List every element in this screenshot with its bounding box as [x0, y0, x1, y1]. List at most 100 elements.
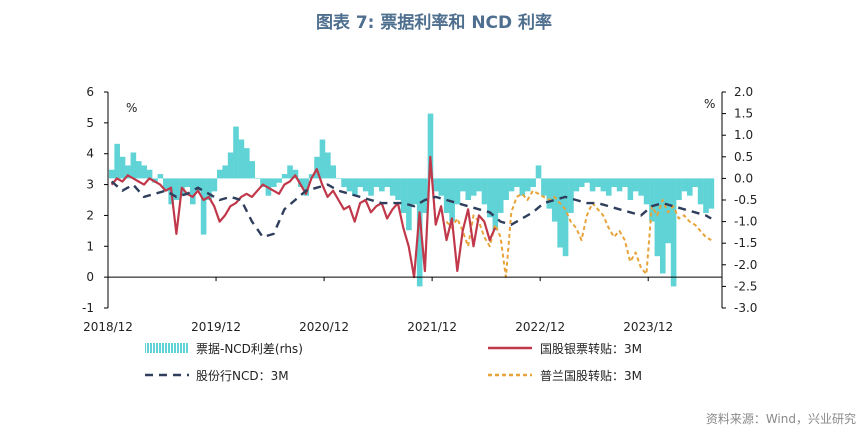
spread-bar — [233, 126, 239, 179]
spread-bar — [470, 178, 477, 196]
right-tick-label: -2.5 — [734, 279, 757, 293]
spread-bar — [449, 178, 455, 222]
spread-bar — [562, 178, 569, 257]
legend-label-gg: 国股银票转贴：3M — [540, 341, 642, 356]
spread-bar — [287, 165, 293, 179]
spread-bar — [438, 178, 445, 196]
right-tick-label: 1.5 — [734, 107, 753, 121]
spread-bar — [157, 174, 164, 179]
spread-bar — [416, 178, 423, 287]
spread-bar — [514, 178, 520, 188]
x-tick-label: 2019/12 — [191, 320, 241, 334]
spread-bar — [443, 178, 450, 213]
spread-bar — [492, 178, 499, 231]
spread-bar — [346, 178, 353, 192]
spread-bar — [368, 178, 374, 196]
series-gg-line — [110, 155, 497, 279]
right-tick-label: -2.0 — [734, 258, 757, 272]
spread-bar — [319, 139, 326, 179]
spread-bar — [433, 178, 439, 192]
spread-bar — [119, 156, 126, 179]
left-tick-label: 1 — [86, 239, 94, 253]
spread-bar — [497, 178, 504, 213]
spread-bar — [141, 165, 147, 179]
right-tick-label: 0.5 — [734, 150, 753, 164]
x-tick-label: 2020/12 — [299, 320, 349, 334]
spread-bar — [292, 169, 299, 179]
spread-bar — [465, 178, 472, 200]
spread-bar — [271, 178, 277, 188]
right-tick-label: 0.0 — [734, 171, 753, 185]
spread-bar — [200, 178, 207, 235]
spread-bar — [114, 143, 120, 179]
spread-bar — [162, 178, 169, 192]
spread-bar — [227, 152, 234, 179]
spread-bar — [184, 178, 191, 188]
spread-bar — [222, 165, 229, 179]
series-pl-line — [445, 189, 712, 279]
spread-bar — [125, 165, 131, 179]
spread-bar — [616, 178, 623, 192]
spread-bar — [519, 178, 526, 196]
source-note: 资料来源：Wind，兴业研究 — [705, 412, 856, 426]
x-tick-label: 2023/12 — [623, 320, 673, 334]
spread-bar — [384, 178, 391, 188]
x-tick-label: 2021/12 — [407, 320, 457, 334]
spread-bar — [373, 178, 380, 188]
spread-bar — [573, 178, 580, 192]
spread-bar — [535, 165, 542, 179]
right-tick-label: -1.0 — [734, 215, 757, 229]
spread-bar — [260, 178, 266, 188]
spread-bar — [508, 178, 515, 192]
spread-bar — [135, 161, 142, 179]
spread-bar — [173, 178, 180, 200]
spread-bar — [330, 165, 337, 179]
left-tick-label: -1 — [82, 301, 94, 315]
spread-bar — [649, 178, 655, 222]
spread-bar — [362, 178, 369, 192]
spread-bar — [595, 178, 601, 188]
spread-bar — [189, 178, 196, 205]
right-tick-label: -3.0 — [734, 301, 757, 315]
x-tick-label: 2022/12 — [515, 320, 565, 334]
spread-bar — [703, 178, 709, 213]
spread-bar — [298, 178, 304, 188]
spread-bar — [584, 178, 590, 183]
left-tick-label: 6 — [86, 85, 94, 99]
right-tick-label: 2.0 — [734, 85, 753, 99]
spread-bar — [659, 178, 666, 274]
spread-bar — [551, 178, 558, 222]
spread-bar — [217, 169, 223, 179]
spread-bar — [249, 161, 256, 179]
spread-bar — [676, 178, 682, 200]
spread-bar — [276, 178, 283, 183]
series-ncd-line — [110, 180, 712, 239]
spread-bar — [686, 178, 693, 196]
chart-legend: 票据-NCD利差(rhs) 国股银票转贴：3M 股份行NCD：3M 普兰国股转贴：3M — [145, 341, 642, 383]
legend-label-ncd: 股份行NCD：3M — [196, 369, 289, 383]
spread-bar — [357, 178, 364, 188]
spread-bar — [454, 178, 461, 205]
spread-bar — [708, 178, 715, 209]
left-unit-label: % — [126, 101, 137, 115]
chart-title: 图表 7: 票据利率和 NCD 利率 — [315, 13, 553, 33]
spread-bar — [600, 178, 607, 192]
right-tick-label: -1.5 — [734, 236, 757, 250]
spread-bar — [487, 178, 493, 218]
spread-bar — [627, 178, 634, 200]
spread-bar — [697, 178, 704, 205]
legend-label-pl: 普兰国股转贴：3M — [540, 368, 642, 383]
spread-bar — [335, 178, 342, 179]
spread-bar — [389, 178, 396, 196]
spread-bar — [681, 178, 688, 192]
spread-bar — [146, 169, 153, 179]
spread-bar — [541, 178, 547, 196]
spread-bar — [670, 178, 677, 287]
right-tick-label: 1.0 — [734, 128, 753, 142]
spread-bar — [589, 178, 596, 192]
spread-bar — [195, 178, 201, 192]
spread-bar — [379, 178, 385, 192]
spread-bar — [238, 139, 245, 179]
spread-bar — [314, 156, 320, 179]
